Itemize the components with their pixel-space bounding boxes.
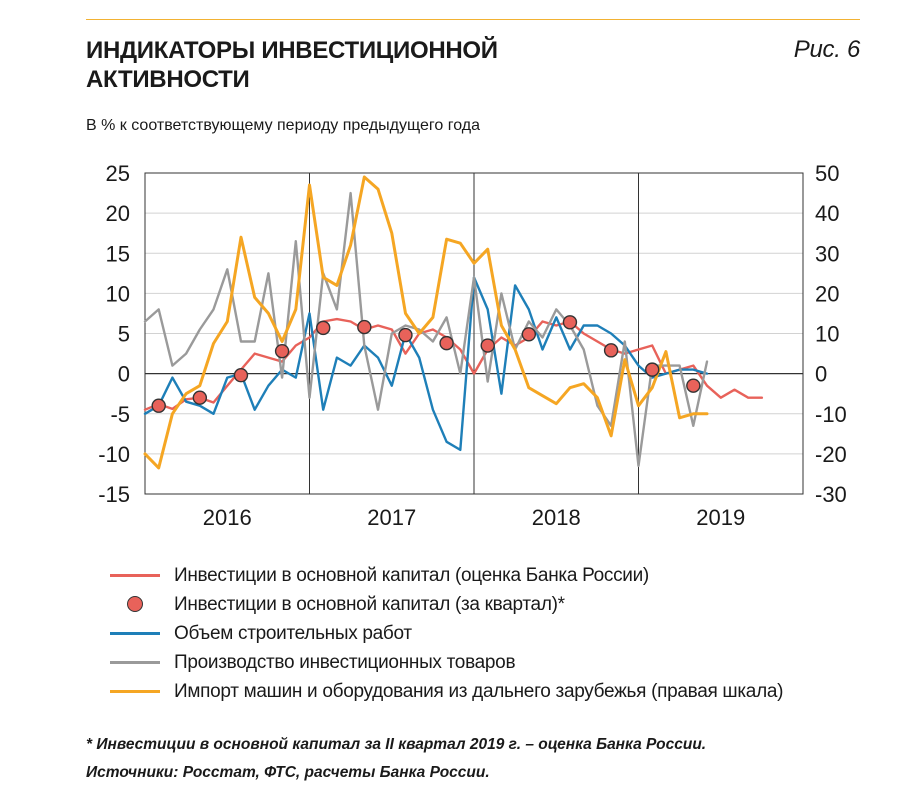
y-tick-label-left: 5 (118, 322, 130, 347)
y-tick-label-left: 15 (106, 241, 130, 266)
footnote: * Инвестиции в основной капитал за II кв… (86, 731, 706, 787)
legend-swatch-gray-line (110, 648, 160, 677)
legend-label: Импорт машин и оборудования из дальнего … (174, 680, 784, 702)
x-tick-label: 2016 (203, 505, 252, 530)
series-point (603, 343, 619, 358)
series-point (562, 315, 578, 330)
legend-swatch-blue-line (110, 619, 160, 648)
series-point (357, 319, 372, 335)
legend-item-machinery-import: Импорт машин и оборудования из дальнего … (110, 677, 783, 706)
x-tick-label: 2018 (532, 505, 581, 530)
y-tick-label-right: 0 (815, 362, 827, 387)
legend-swatch-red-dot (110, 590, 160, 619)
chart-legend: Инвестиции в основной капитал (оценка Ба… (110, 561, 783, 706)
line-chart: 2520151050-5-10-1550403020100-10-20-3020… (98, 161, 847, 530)
series-line-3 (143, 191, 709, 468)
series-point (398, 327, 413, 343)
y-tick-label-left: -15 (98, 482, 130, 507)
chart-subtitle: В % к соответствующему периоду предыдуще… (86, 117, 480, 134)
series-line-4 (143, 175, 709, 470)
legend-item-investments-estimate: Инвестиции в основной капитал (оценка Ба… (110, 561, 783, 590)
legend-item-construction: Объем строительных работ (110, 619, 783, 648)
legend-swatch-red-line (110, 561, 160, 590)
y-tick-label-right: 50 (815, 161, 839, 186)
legend-item-investments-quarter: Инвестиции в основной капитал (за кварта… (110, 590, 783, 619)
legend-label: Инвестиции в основной капитал (оценка Ба… (174, 564, 649, 586)
legend-label: Инвестиции в основной капитал (за кварта… (174, 593, 565, 615)
series-point (274, 343, 290, 359)
y-tick-label-right: 40 (815, 201, 839, 226)
legend-label: Производство инвестиционных товаров (174, 651, 516, 673)
series-point (645, 362, 660, 377)
y-tick-label-left: 25 (106, 161, 130, 186)
y-tick-label-right: 10 (815, 322, 839, 347)
y-tick-label-right: 30 (815, 241, 839, 266)
y-tick-label-left: 10 (106, 281, 130, 306)
series-point (521, 327, 537, 342)
x-tick-label: 2017 (367, 505, 416, 530)
chart-title: ИНДИКАТОРЫ ИНВЕСТИЦИОННОЙ АКТИВНОСТИ (86, 37, 498, 93)
figure-label: Рис. 6 (793, 36, 861, 63)
y-tick-label-left: -10 (98, 442, 130, 467)
y-tick-label-left: 0 (118, 362, 130, 387)
y-tick-label-right: -20 (815, 442, 847, 467)
series-point (439, 335, 454, 351)
legend-item-investment-goods: Производство инвестиционных товаров (110, 648, 783, 677)
series-point (233, 368, 249, 383)
series-point (686, 378, 701, 393)
header-accent-line (86, 19, 860, 20)
legend-label: Объем строительных работ (174, 622, 412, 644)
x-tick-label: 2019 (696, 505, 745, 530)
series-point (480, 338, 495, 353)
y-tick-label-right: 20 (815, 281, 839, 306)
y-tick-label-right: -10 (815, 402, 847, 427)
y-tick-label-left: 20 (106, 201, 130, 226)
y-tick-label-right: -30 (815, 482, 847, 507)
footnote-sources: Источники: Росстат, ФТС, расчеты Банка Р… (86, 764, 490, 781)
series-point (316, 320, 331, 336)
footnote-note: * Инвестиции в основной капитал за II кв… (86, 736, 707, 753)
plot-frame (144, 172, 804, 495)
y-tick-label-left: -5 (110, 402, 130, 427)
series-point (151, 398, 166, 413)
legend-swatch-orange-line (110, 677, 160, 706)
series-point (192, 390, 208, 405)
